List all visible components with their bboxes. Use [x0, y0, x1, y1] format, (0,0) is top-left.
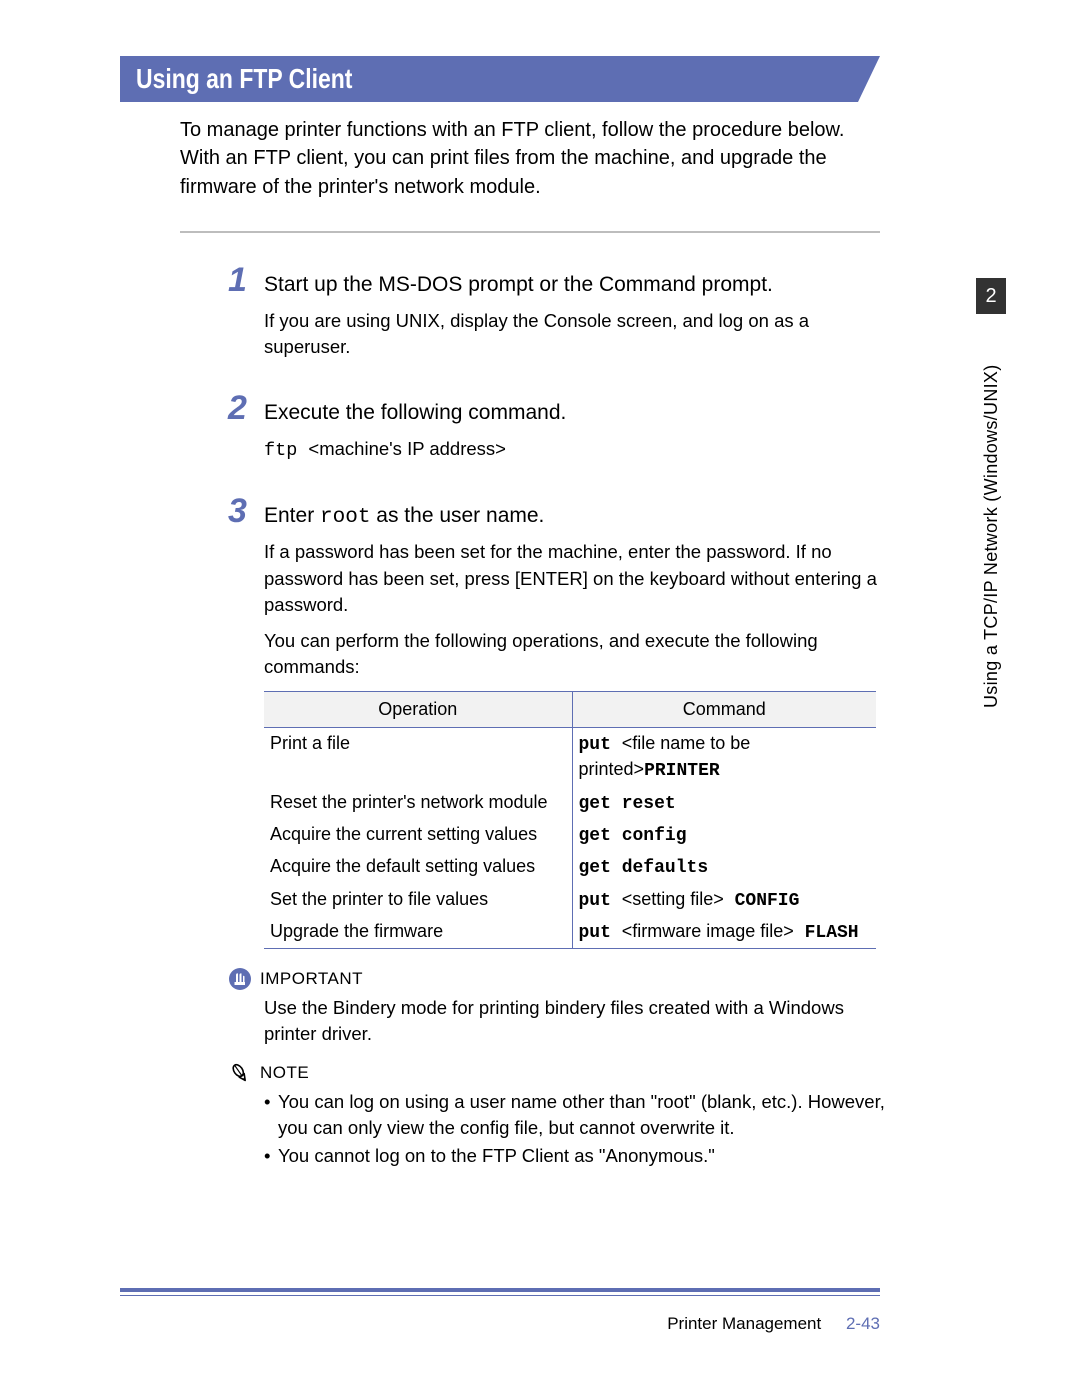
- cmd-prefix: ftp: [264, 440, 308, 461]
- chapter-number: 2: [976, 278, 1006, 314]
- step-1: 1 Start up the MS-DOS prompt or the Comm…: [228, 261, 888, 361]
- important-text: Use the Bindery mode for printing binder…: [264, 997, 844, 1044]
- step-text: If you are using UNIX, display the Conso…: [264, 308, 888, 361]
- table-row: Upgrade the firmware put <firmware image…: [264, 916, 876, 949]
- step-3: 3 Enter root as the user name. If a pass…: [228, 492, 888, 949]
- note-item: You cannot log on to the FTP Client as "…: [264, 1143, 888, 1169]
- note-item: You can log on using a user name other t…: [264, 1089, 888, 1141]
- table-row: Reset the printer's network module get r…: [264, 787, 876, 819]
- step-head: 2 Execute the following command.: [228, 389, 888, 428]
- note-list: You can log on using a user name other t…: [264, 1089, 888, 1169]
- note-icon: [228, 1061, 252, 1085]
- callout-head: IMPORTANT: [228, 967, 888, 991]
- step-text: You can perform the following operations…: [264, 628, 888, 681]
- cmd-cell: get config: [572, 819, 876, 851]
- callout-head: NOTE: [228, 1061, 888, 1085]
- cmd-cell: get defaults: [572, 851, 876, 883]
- op-cell: Acquire the default setting values: [264, 851, 572, 883]
- col-command: Command: [572, 691, 876, 728]
- note-body: You can log on using a user name other t…: [264, 1089, 888, 1169]
- note-label: NOTE: [260, 1063, 309, 1083]
- step-number: 2: [228, 389, 264, 428]
- note-callout: NOTE You can log on using a user name ot…: [228, 1061, 888, 1169]
- table-header-row: Operation Command: [264, 691, 876, 728]
- step-text: If a password has been set for the machi…: [264, 539, 888, 618]
- important-body: Use the Bindery mode for printing binder…: [264, 995, 888, 1047]
- footer-rules: [120, 1288, 880, 1296]
- step-body: If you are using UNIX, display the Conso…: [264, 308, 888, 361]
- op-cell: Reset the printer's network module: [264, 787, 572, 819]
- important-label: IMPORTANT: [260, 969, 363, 989]
- step-head: 1 Start up the MS-DOS prompt or the Comm…: [228, 261, 888, 300]
- cmd-cell: put <setting file> CONFIG: [572, 884, 876, 916]
- footer-rule-thin: [120, 1295, 880, 1296]
- operations-table: Operation Command Print a file put <file…: [264, 691, 876, 950]
- step-title: Execute the following command.: [264, 399, 566, 426]
- important-callout: IMPORTANT Use the Bindery mode for print…: [228, 967, 888, 1047]
- col-operation: Operation: [264, 691, 572, 728]
- cmd-cell: put <file name to be printed>PRINTER: [572, 728, 876, 787]
- step-title: Start up the MS-DOS prompt or the Comman…: [264, 271, 773, 298]
- banner-title: Using an FTP Client: [136, 63, 352, 95]
- cmd-cell: put <firmware image file> FLASH: [572, 916, 876, 949]
- table-row: Acquire the current setting values get c…: [264, 819, 876, 851]
- step-head: 3 Enter root as the user name.: [228, 492, 888, 531]
- side-tab: 2 Using a TCP/IP Network (Windows/UNIX): [976, 278, 1006, 708]
- op-cell: Set the printer to file values: [264, 884, 572, 916]
- op-cell: Print a file: [264, 728, 572, 787]
- banner-triangle: [858, 56, 880, 102]
- table-row: Set the printer to file values put <sett…: [264, 884, 876, 916]
- title-code: root: [320, 506, 370, 529]
- section-banner: Using an FTP Client: [120, 56, 880, 102]
- step-number: 1: [228, 261, 264, 300]
- op-cell: Acquire the current setting values: [264, 819, 572, 851]
- page: Using an FTP Client To manage printer fu…: [0, 0, 1080, 1388]
- divider-rule: [180, 231, 880, 233]
- op-cell: Upgrade the firmware: [264, 916, 572, 949]
- title-part-b: as the user name.: [370, 504, 544, 527]
- footer-section: Printer Management: [667, 1314, 821, 1333]
- table-row: Acquire the default setting values get d…: [264, 851, 876, 883]
- important-icon: [228, 967, 252, 991]
- content-column: Using an FTP Client To manage printer fu…: [120, 56, 880, 1169]
- table-row: Print a file put <file name to be printe…: [264, 728, 876, 787]
- chapter-title: Using a TCP/IP Network (Windows/UNIX): [976, 328, 1006, 708]
- step-title: Enter root as the user name.: [264, 502, 544, 531]
- step-command: ftp <machine's IP address>: [264, 436, 888, 464]
- step-2: 2 Execute the following command. ftp <ma…: [228, 389, 888, 464]
- footer-page: 2-43: [846, 1314, 880, 1333]
- title-part-a: Enter: [264, 504, 320, 527]
- step-body: If a password has been set for the machi…: [264, 539, 888, 949]
- step-body: ftp <machine's IP address>: [264, 436, 888, 464]
- banner-bar: Using an FTP Client: [120, 56, 858, 102]
- step-number: 3: [228, 492, 264, 531]
- cmd-arg: <machine's IP address>: [308, 438, 506, 459]
- intro-paragraph: To manage printer functions with an FTP …: [180, 116, 880, 201]
- footer: Printer Management 2-43: [120, 1314, 880, 1334]
- cmd-cell: get reset: [572, 787, 876, 819]
- footer-rule-thick: [120, 1288, 880, 1292]
